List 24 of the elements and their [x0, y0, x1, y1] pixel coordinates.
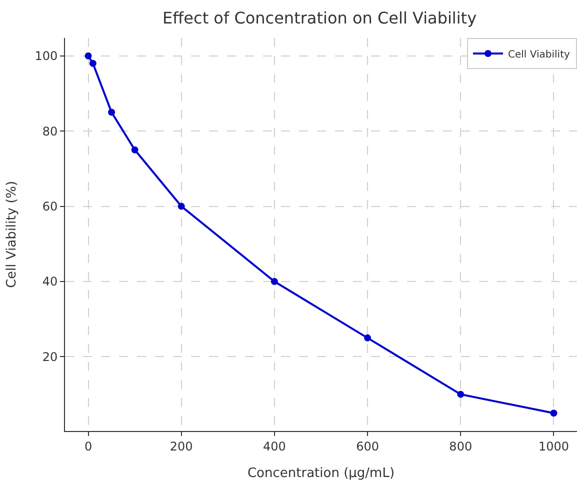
x-tick-label: 0: [84, 439, 92, 454]
x-tick-label: 1000: [538, 439, 570, 454]
point: [178, 202, 185, 210]
x-axis-title: Concentration (µg/mL): [247, 466, 395, 481]
y-axis-title: Cell Viability (%): [4, 180, 20, 288]
point: [84, 52, 92, 60]
point: [108, 108, 116, 116]
y-tick-label: 80: [42, 124, 58, 138]
y-tick-label: 40: [42, 274, 58, 289]
point: [457, 390, 464, 398]
point: [364, 334, 372, 342]
x-tick-label: 200: [170, 439, 193, 454]
x-tick-label: 600: [356, 439, 380, 454]
legend-label: Cell Viability: [508, 49, 570, 60]
y-tick-label: 20: [42, 350, 58, 364]
chart-title: Effect of Concentration on Cell Viability: [162, 8, 477, 28]
point: [550, 410, 558, 417]
x-tick-label: 400: [262, 439, 286, 454]
point: [89, 60, 96, 67]
point: [270, 278, 278, 286]
point: [131, 146, 138, 154]
y-tick-label: 100: [34, 49, 58, 64]
x-tick-label: 800: [449, 439, 472, 454]
y-tick-label: 60: [42, 199, 58, 214]
